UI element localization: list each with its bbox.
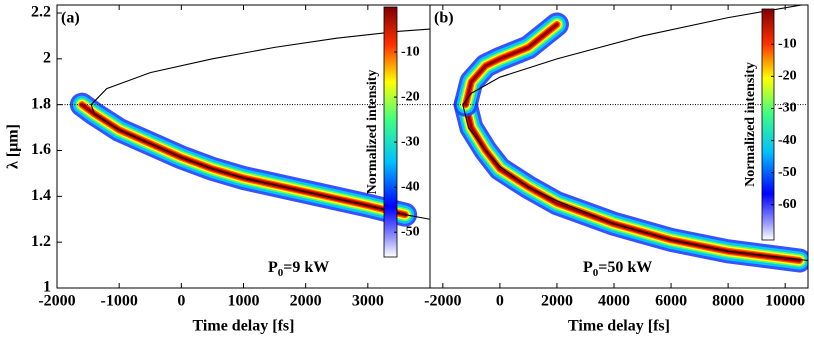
y-axis-label: λ [μm] <box>5 124 22 169</box>
colorbar: -10 -20 -30 -40 -50 Normalized intensity <box>365 6 420 258</box>
annotation-part: P <box>583 259 593 276</box>
x-tick-label: 4000 <box>598 293 630 310</box>
x-tick-label: 8000 <box>712 293 744 310</box>
colorbar: -10 -20 -30 -40 -50 -60 Normalized intensity <box>743 8 797 241</box>
y-tick-label: 1.2 <box>31 233 51 250</box>
colorbar-tick-label: -20 <box>778 69 797 84</box>
x-tick-label: -1000 <box>101 293 138 310</box>
colorbar-tick-label: -50 <box>401 224 420 239</box>
plot-area <box>57 28 430 227</box>
colorbar-tick-label: -20 <box>401 89 420 104</box>
annotation: P0=50 kW <box>583 259 652 279</box>
colorbar-tick-label: -40 <box>778 133 797 148</box>
colorbar-scale <box>761 8 775 241</box>
annotation-part: 0 <box>278 267 284 279</box>
x-tick-label: 2000 <box>541 293 573 310</box>
colorbar-tick-label: -10 <box>778 37 797 52</box>
x-tick-label: 1000 <box>228 293 260 310</box>
panel-label: (a) <box>61 10 80 27</box>
colorbar-tick-label: -60 <box>778 197 797 212</box>
x-axis-label: Time delay [fs] <box>568 318 670 335</box>
panel-label: (b) <box>434 10 454 27</box>
colorbar-label: Normalized intensity <box>365 70 380 195</box>
colorbar-tick-label: -10 <box>401 44 420 59</box>
y-tick-label: 2 <box>43 50 51 67</box>
colorbar-tick-label: -50 <box>778 165 797 180</box>
annotation-part: =50 kW <box>598 259 652 276</box>
axes-frame <box>429 4 809 289</box>
y-tick-label: 1 <box>43 279 51 296</box>
y-tick-label: 2.2 <box>31 4 51 21</box>
plot-area <box>430 5 808 273</box>
x-tick-label: 6000 <box>655 293 687 310</box>
annotation-part: P <box>268 259 278 276</box>
intensity-ridge <box>76 99 411 220</box>
intensity-ridge <box>464 23 558 106</box>
x-axis-label: Time delay [fs] <box>193 318 295 335</box>
y-tick-label: 1.8 <box>31 95 51 112</box>
colorbar-tick-label: -30 <box>401 134 420 149</box>
x-tick-label: 0 <box>177 293 185 310</box>
x-tick-label: 0 <box>496 293 504 310</box>
x-tick-label: -2000 <box>38 293 75 310</box>
x-tick-label: 3000 <box>352 293 384 310</box>
colorbar-scale <box>383 6 398 258</box>
theory-curve <box>90 28 430 220</box>
colorbar-label: Normalized intensity <box>743 62 758 187</box>
y-tick-label: 1.6 <box>31 141 51 158</box>
theory-curve <box>462 5 808 262</box>
y-tick-label: 1.4 <box>31 187 51 204</box>
x-tick-label: 10000 <box>765 293 805 310</box>
annotation: P0=9 kW <box>268 259 329 279</box>
x-tick-label: -2000 <box>424 293 461 310</box>
colorbar-tick-label: -40 <box>401 179 420 194</box>
annotation-part: 0 <box>593 267 599 279</box>
x-tick-label: 2000 <box>290 293 322 310</box>
colorbar-tick-label: -30 <box>778 101 797 116</box>
annotation-part: =9 kW <box>283 259 329 276</box>
